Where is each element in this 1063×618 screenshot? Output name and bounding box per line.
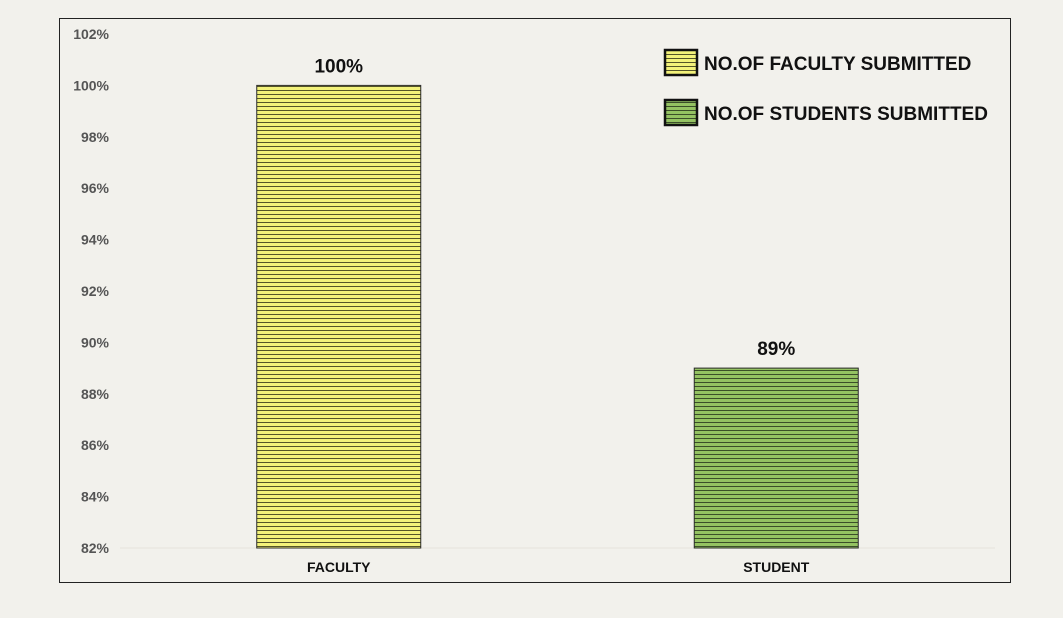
- bar-chart: 82% 84% 86% 88% 90% 92% 94% 96% 98% 100% 102% 100%…: [73, 26, 995, 575]
- y-tick-label: 90%: [81, 334, 110, 350]
- legend-swatch: [663, 98, 699, 127]
- label-layer: 100% FACULTY 89% STUDENT: [307, 56, 810, 575]
- y-tick-label: 96%: [81, 180, 110, 196]
- legend-label: NO.OF STUDENTS SUBMITTED: [704, 104, 988, 125]
- bar-student[interactable]: [693, 367, 859, 549]
- bar-layer: [256, 84, 859, 549]
- y-tick-label: 94%: [81, 232, 110, 248]
- bar-faculty[interactable]: [256, 84, 422, 549]
- y-tick-label: 100%: [73, 77, 109, 93]
- y-tick-label: 82%: [81, 540, 110, 556]
- chart-frame: 82% 84% 86% 88% 90% 92% 94% 96% 98% 100% 102% 100%…: [59, 18, 1011, 583]
- y-tick-label: 88%: [81, 386, 110, 402]
- y-tick-label: 86%: [81, 437, 110, 453]
- axis-layer: 82% 84% 86% 88% 90% 92% 94% 96% 98% 100% 102%: [73, 26, 995, 556]
- y-tick-label: 84%: [81, 489, 110, 505]
- data-label: 100%: [314, 56, 363, 77]
- data-label: 89%: [757, 339, 795, 360]
- y-tick-label: 98%: [81, 129, 110, 145]
- legend-label: NO.OF FACULTY SUBMITTED: [704, 54, 971, 75]
- legend: NO.OF FACULTY SUBMITTED NO.OF STUDENTS SU…: [663, 48, 988, 127]
- legend-swatch: [663, 48, 699, 77]
- x-tick-label: FACULTY: [307, 559, 371, 575]
- y-tick-label: 92%: [81, 283, 110, 299]
- y-tick-label: 102%: [73, 26, 109, 42]
- x-tick-label: STUDENT: [743, 559, 810, 575]
